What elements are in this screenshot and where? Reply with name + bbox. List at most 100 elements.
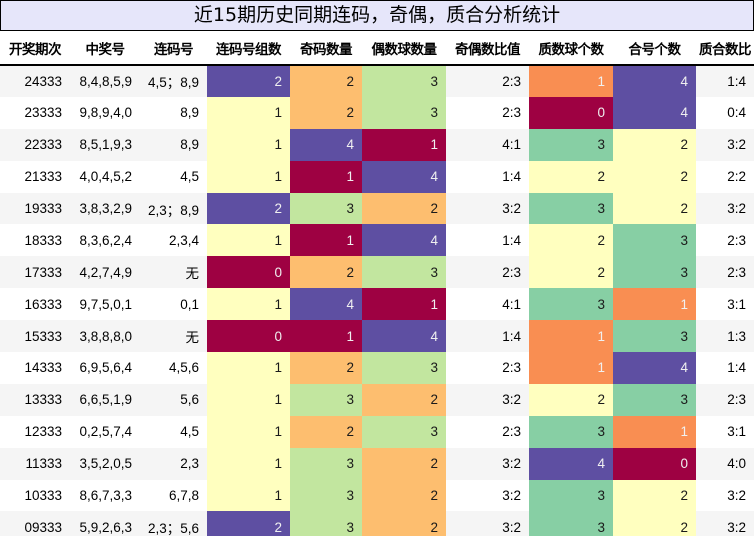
numbers-cell: 3,5,2,0,5	[70, 447, 140, 480]
consecutive-cell: 6,7,8	[140, 479, 207, 512]
odd-even-ratio-cell: 1:4	[446, 160, 529, 193]
prime-count-cell: 2	[529, 160, 613, 193]
prime-count-cell: 1	[529, 352, 613, 384]
header-row: 开奖期次 中奖号 连码号 连码号组数 奇码数量 偶数球数量 奇偶数比值 质数球个…	[0, 31, 754, 66]
odd-count-cell: 1	[290, 160, 362, 193]
table-row: 24333 8,4,8,5,9 4,5；8,9 2 2 3 2:3 1 4 1:4	[0, 65, 754, 97]
consecutive-cell: 4,5	[140, 415, 207, 448]
prime-composite-ratio-cell: 1:4	[696, 352, 754, 384]
composite-count-cell: 2	[613, 128, 696, 161]
groups-cell: 1	[207, 352, 290, 384]
even-count-cell: 2	[362, 479, 446, 512]
consecutive-cell: 无	[140, 256, 207, 289]
col-header-period[interactable]: 开奖期次	[0, 31, 70, 66]
col-header-consecutive[interactable]: 连码号	[140, 31, 207, 66]
even-count-cell: 4	[362, 224, 446, 257]
prime-count-cell: 1	[529, 65, 613, 97]
consecutive-cell: 5,6	[140, 383, 207, 416]
period-cell: 23333	[0, 96, 70, 129]
col-header-odd[interactable]: 奇码数量	[290, 31, 362, 66]
col-header-prime[interactable]: 质数球个数	[529, 31, 613, 66]
period-cell: 21333	[0, 160, 70, 193]
prime-composite-ratio-cell: 3:1	[696, 415, 754, 448]
odd-even-ratio-cell: 3:2	[446, 479, 529, 512]
composite-count-cell: 2	[613, 479, 696, 512]
period-cell: 24333	[0, 65, 70, 97]
odd-count-cell: 2	[290, 96, 362, 129]
prime-composite-ratio-cell: 3:1	[696, 288, 754, 321]
composite-count-cell: 4	[613, 96, 696, 129]
prime-count-cell: 1	[529, 320, 613, 353]
even-count-cell: 4	[362, 160, 446, 193]
odd-count-cell: 2	[290, 65, 362, 97]
prime-count-cell: 0	[529, 96, 613, 129]
composite-count-cell: 1	[613, 415, 696, 448]
prime-composite-ratio-cell: 2:3	[696, 256, 754, 289]
col-header-odd-even-ratio[interactable]: 奇偶数比值	[446, 31, 529, 66]
col-header-numbers[interactable]: 中奖号	[70, 31, 140, 66]
odd-count-cell: 1	[290, 224, 362, 257]
prime-composite-ratio-cell: 2:3	[696, 224, 754, 257]
col-header-even[interactable]: 偶数球数量	[362, 31, 446, 66]
numbers-cell: 8,6,7,3,3	[70, 479, 140, 512]
table-row: 18333 8,3,6,2,4 2,3,4 1 1 4 1:4 2 3 2:3	[0, 224, 754, 257]
groups-cell: 1	[207, 160, 290, 193]
odd-even-ratio-cell: 2:3	[446, 96, 529, 129]
consecutive-cell: 4,5；8,9	[140, 65, 207, 97]
odd-even-ratio-cell: 2:3	[446, 256, 529, 289]
prime-composite-ratio-cell: 4:0	[696, 447, 754, 480]
composite-count-cell: 2	[613, 511, 696, 536]
period-cell: 17333	[0, 256, 70, 289]
odd-count-cell: 3	[290, 511, 362, 536]
groups-cell: 0	[207, 256, 290, 289]
odd-even-ratio-cell: 3:2	[446, 383, 529, 416]
even-count-cell: 4	[362, 320, 446, 353]
odd-even-ratio-cell: 1:4	[446, 224, 529, 257]
table-row: 14333 6,9,5,6,4 4,5,6 1 2 3 2:3 1 4 1:4	[0, 352, 754, 384]
odd-even-ratio-cell: 2:3	[446, 352, 529, 384]
odd-count-cell: 3	[290, 383, 362, 416]
table-row: 21333 4,0,4,5,2 4,5 1 1 4 1:4 2 2 2:2	[0, 160, 754, 193]
table-body: 24333 8,4,8,5,9 4,5；8,9 2 2 3 2:3 1 4 1:4 23333 9,8…	[0, 65, 754, 536]
numbers-cell: 4,2,7,4,9	[70, 256, 140, 289]
numbers-cell: 0,2,5,7,4	[70, 415, 140, 448]
even-count-cell: 3	[362, 415, 446, 448]
prime-composite-ratio-cell: 1:3	[696, 320, 754, 353]
odd-count-cell: 2	[290, 256, 362, 289]
prime-count-cell: 2	[529, 224, 613, 257]
even-count-cell: 1	[362, 288, 446, 321]
prime-count-cell: 3	[529, 288, 613, 321]
odd-even-ratio-cell: 4:1	[446, 288, 529, 321]
prime-count-cell: 3	[529, 415, 613, 448]
table-row: 17333 4,2,7,4,9 无 0 2 3 2:3 2 3 2:3	[0, 256, 754, 289]
table-row: 23333 9,8,9,4,0 8,9 1 2 3 2:3 0 4 0:4	[0, 96, 754, 129]
even-count-cell: 2	[362, 511, 446, 536]
prime-count-cell: 2	[529, 256, 613, 289]
col-header-groups[interactable]: 连码号组数	[207, 31, 290, 66]
table-row: 11333 3,5,2,0,5 2,3 1 3 2 3:2 4 0 4:0	[0, 447, 754, 480]
composite-count-cell: 3	[613, 224, 696, 257]
consecutive-cell: 2,3,4	[140, 224, 207, 257]
table-row: 09333 5,9,2,6,3 2,3；5,6 2 3 2 3:2 3 2 3:2	[0, 511, 754, 536]
odd-even-ratio-cell: 4:1	[446, 128, 529, 161]
col-header-prime-composite-ratio[interactable]: 质合数比	[696, 31, 754, 66]
odd-count-cell: 3	[290, 447, 362, 480]
table-row: 15333 3,8,8,8,0 无 0 1 4 1:4 1 3 1:3	[0, 320, 754, 353]
prime-count-cell: 3	[529, 479, 613, 512]
period-cell: 13333	[0, 383, 70, 416]
col-header-composite[interactable]: 合号个数	[613, 31, 696, 66]
composite-count-cell: 2	[613, 160, 696, 193]
prime-composite-ratio-cell: 2:2	[696, 160, 754, 193]
groups-cell: 1	[207, 96, 290, 129]
consecutive-cell: 2,3；8,9	[140, 192, 207, 225]
prime-count-cell: 4	[529, 447, 613, 480]
composite-count-cell: 1	[613, 288, 696, 321]
groups-cell: 2	[207, 65, 290, 97]
composite-count-cell: 3	[613, 320, 696, 353]
odd-count-cell: 4	[290, 128, 362, 161]
table-row: 19333 3,8,3,2,9 2,3；8,9 2 3 2 3:2 3 2 3:2	[0, 192, 754, 225]
even-count-cell: 2	[362, 447, 446, 480]
odd-even-ratio-cell: 1:4	[446, 320, 529, 353]
prime-composite-ratio-cell: 3:2	[696, 511, 754, 536]
composite-count-cell: 2	[613, 192, 696, 225]
